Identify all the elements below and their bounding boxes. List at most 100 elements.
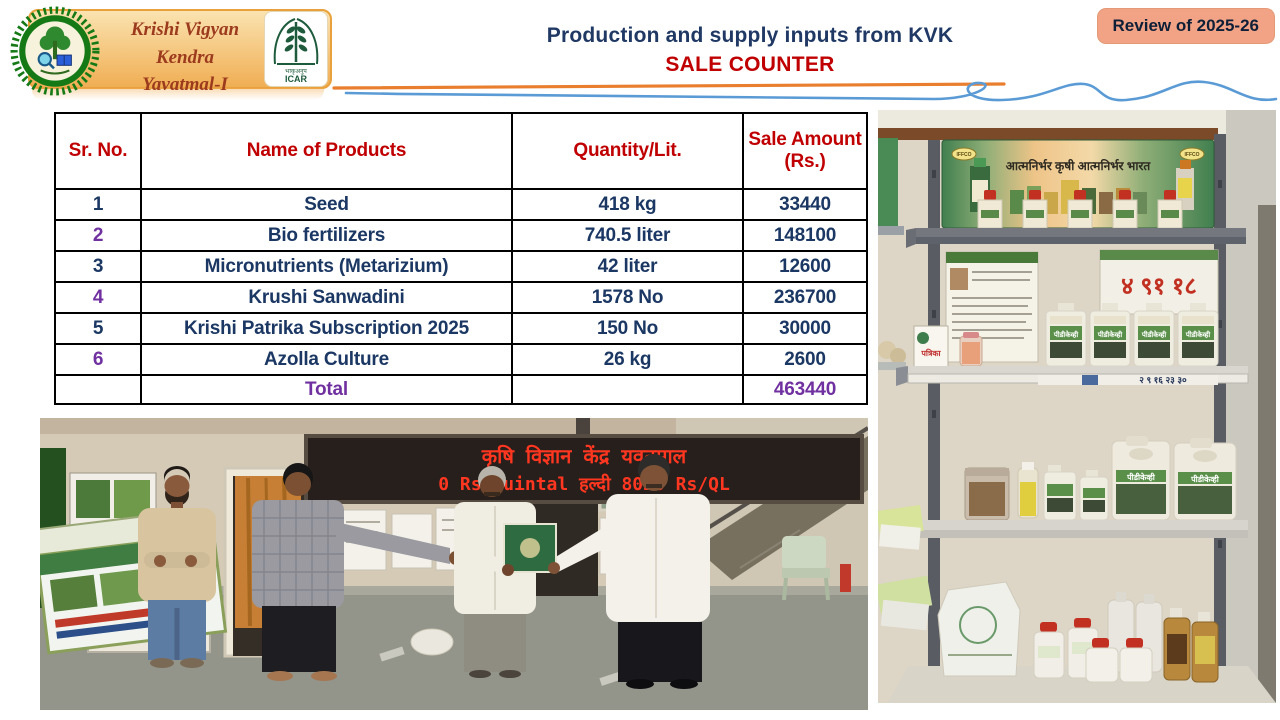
cell-sr-no: 1 [54, 188, 142, 221]
header-sale-amount: Sale Amount (Rs.) [742, 112, 868, 190]
review-badge: Review of 2025-26 [1096, 8, 1275, 44]
person-4 [543, 454, 710, 689]
table-row: 2 Bio fertilizers 740.5 liter 148100 [54, 219, 868, 252]
patrika-label: पत्रिका [920, 348, 941, 358]
cell-sale-amount: 2600 [742, 343, 868, 376]
small-jug-1 [1043, 465, 1077, 521]
seed-jar [959, 332, 983, 367]
table-total-row: Total 463440 [54, 374, 868, 405]
cell-sale-amount: 236700 [742, 281, 868, 314]
white-bottles [1033, 592, 1163, 683]
cell-product-name: Azolla Culture [140, 343, 513, 376]
cell-total-label: Total [140, 374, 513, 405]
page-title: Production and supply inputs from KVK [546, 24, 954, 47]
kvk-header-banner: Krishi Vigyan Kendra Yavatmal-I भाकृअनुप… [10, 4, 332, 100]
cell-product-name: Seed [140, 188, 513, 221]
cell-sale-amount: 148100 [742, 219, 868, 252]
wood-beam [878, 128, 1218, 140]
organization-name: Krishi Vigyan Kendra Yavatmal-I [106, 16, 264, 99]
cell-product-name: Bio fertilizers [140, 219, 513, 252]
cell-sale-amount: 33440 [742, 188, 868, 221]
cell-sr-no: 2 [54, 219, 142, 252]
cell-quantity: 150 No [511, 312, 744, 345]
cell-sr-no: 3 [54, 250, 142, 283]
cell-quantity: 26 kg [511, 343, 744, 376]
icar-logo: भाकृअनुप ICAR [264, 11, 328, 87]
table-row: 5 Krishi Patrika Subscription 2025 150 N… [54, 312, 868, 345]
shelf-post-left [928, 140, 940, 672]
header-quantity: Quantity/Lit. [511, 112, 744, 190]
plastic-chair [782, 536, 830, 601]
left-partial-shelf [878, 138, 906, 370]
canister-label: पीडीकेव्ही [1126, 472, 1156, 482]
cell-empty [511, 374, 744, 405]
header-product-name: Name of Products [140, 112, 513, 190]
icar-hindi-label: भाकृअनुप [285, 69, 307, 75]
plastic-bag [410, 628, 454, 656]
cell-sale-amount: 12600 [742, 250, 868, 283]
icar-label: ICAR [285, 74, 307, 84]
shelf-post-right [1214, 134, 1226, 672]
banner-slogan: आत्मनिर्भर कृषी आत्मनिर्भर भारत [1006, 159, 1152, 174]
cell-quantity: 1578 No [511, 281, 744, 314]
table-row: 6 Azolla Culture 26 kg 2600 [54, 343, 868, 376]
sale-counter-shelf-photo: IFFCO IFFCO आत्मनिर्भर कृषी आत्मनिर्भर भ… [878, 110, 1276, 703]
brown-powder-jar [964, 467, 1010, 521]
small-jug-2 [1079, 470, 1109, 521]
cell-quantity: 42 liter [511, 250, 744, 283]
person-3 [454, 466, 536, 678]
jug-label: पीडीकेव्ही [1053, 330, 1079, 339]
table-row: 4 Krushi Sanwadini 1578 No 236700 [54, 281, 868, 314]
yellow-liquid-bottle [1017, 462, 1039, 519]
orange-divider-line [332, 82, 1006, 90]
amber-bottles [1163, 608, 1219, 683]
cell-sale-amount: 30000 [742, 312, 868, 345]
icar-wheat-icon: भाकृअनुप ICAR [273, 18, 319, 84]
sale-counter-table: Sr. No. Name of Products Quantity/Lit. S… [54, 112, 868, 405]
cell-quantity: 418 kg [511, 188, 744, 221]
person-1 [138, 466, 216, 668]
banner-reflection [32, 88, 324, 100]
table-row: 1 Seed 418 kg 33440 [54, 188, 868, 221]
org-line2: Yavatmal-I [142, 74, 228, 96]
canister-label: पीडीकेव्ही [1190, 474, 1220, 484]
cell-sr-no: 4 [54, 281, 142, 314]
red-cap-bottles-top [977, 190, 1183, 229]
cell-product-name: Krishi Patrika Subscription 2025 [140, 312, 513, 345]
header-divider [332, 80, 1278, 102]
iffco-brand-left: IFFCO [957, 152, 972, 158]
shelf-middle: २ ९ १६ २३ ३० [896, 366, 1249, 386]
table-row: 3 Micronutrients (Metarizium) 42 liter 1… [54, 250, 868, 283]
cell-quantity: 740.5 liter [511, 219, 744, 252]
kvk-emblem-icon [10, 6, 100, 96]
jug-label: पीडीकेव्ही [1141, 330, 1167, 339]
pdkv-jugs: पीडीकेव्ही पीडीकेव्ही पीडीकेव्ही पीडीकेव… [1045, 303, 1219, 367]
cell-sr-no: 5 [54, 312, 142, 345]
org-line1: Krishi Vigyan Kendra [130, 19, 240, 68]
patrika-poster: पत्रिका [913, 325, 949, 371]
iffco-brand-right: IFFCO [1185, 152, 1200, 158]
header-sr-no: Sr. No. [54, 112, 142, 190]
page-subtitle: SALE COUNTER [665, 53, 835, 76]
table-body: 1 Seed 418 kg 33440 2 Bio fertilizers 74… [54, 188, 868, 376]
table-header-row: Sr. No. Name of Products Quantity/Lit. S… [54, 112, 868, 190]
jug-label: पीडीकेव्ही [1185, 330, 1211, 339]
calendar-strip-numbers: २ ९ १६ २३ ३० [1139, 375, 1187, 385]
big-canister-2: पीडीकेव्ही [1173, 438, 1237, 521]
person-2 [252, 463, 463, 681]
cell-sr-no: 6 [54, 343, 142, 376]
led-display-board: कृषि विज्ञान केंद्र यवतमाल 0 Rs/Quintal … [304, 418, 864, 504]
shelf-top [906, 228, 1246, 248]
cell-total-amount: 463440 [742, 374, 868, 405]
cell-product-name: Krushi Sanwadini [140, 281, 513, 314]
calendar-top-numbers: ४ ९१ १८ [1121, 273, 1197, 300]
big-canister-1: पीडीकेव्ही [1111, 436, 1171, 521]
handover-ceremony-photo: कृषि विज्ञान केंद्र यवतमाल 0 Rs/Quintal … [40, 418, 868, 710]
jug-label: पीडीकेव्ही [1097, 330, 1123, 339]
fire-extinguisher [840, 564, 851, 592]
cell-product-name: Micronutrients (Metarizium) [140, 250, 513, 283]
pamphlet-stack [878, 505, 933, 631]
handover-book [502, 523, 560, 576]
fertilizer-sack [937, 581, 1021, 677]
cell-empty [54, 374, 142, 405]
